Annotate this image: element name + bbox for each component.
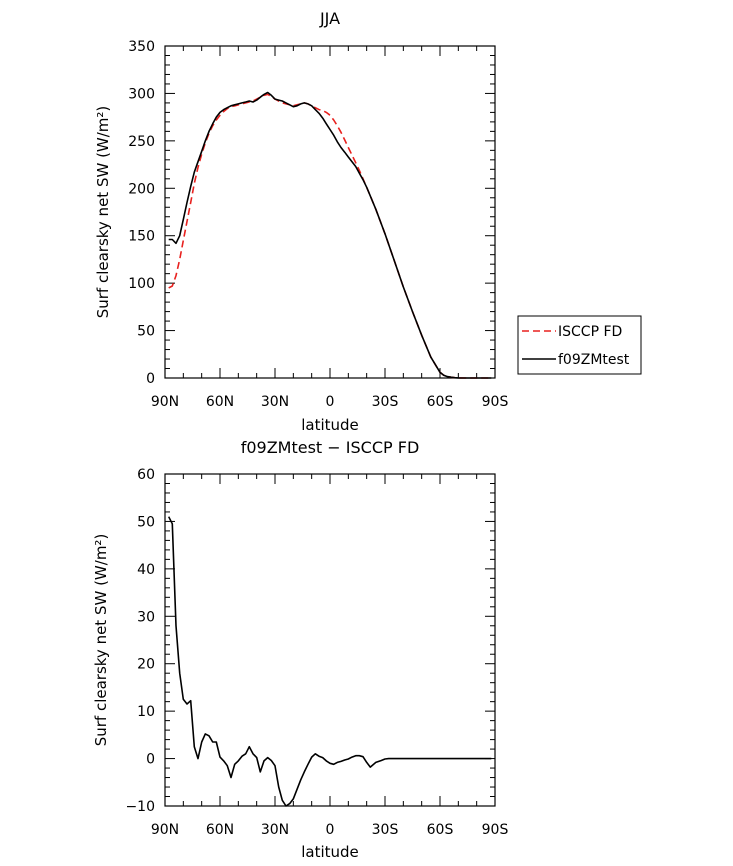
- legend-box: [517, 315, 642, 375]
- y-axis-title: Surf clearsky net SW (W/m²): [94, 106, 112, 319]
- y-tick-label: 100: [128, 276, 155, 292]
- x-tick-label: 60N: [206, 822, 234, 838]
- y-tick-label: 30: [137, 609, 155, 625]
- y-tick-label: 50: [137, 514, 155, 530]
- y-axis-title: Surf clearsky net SW (W/m²): [92, 534, 110, 747]
- y-tick-label: 0: [146, 752, 155, 768]
- x-axis-title: latitude: [301, 416, 359, 434]
- y-tick-label: −10: [125, 799, 155, 815]
- plot-frame: [164, 473, 496, 807]
- y-tick-label: 150: [128, 229, 155, 245]
- x-tick-label: 90S: [482, 394, 509, 410]
- x-tick-label: 90N: [151, 394, 179, 410]
- y-tick-label: 300: [128, 86, 155, 102]
- x-axis-title: latitude: [301, 843, 359, 861]
- y-tick-label: 20: [137, 657, 155, 673]
- x-tick-label: 30S: [372, 822, 399, 838]
- x-tick-label: 0: [326, 822, 335, 838]
- x-tick-label: 90S: [482, 822, 509, 838]
- y-tick-label: 250: [128, 134, 155, 150]
- chart-title: f09ZMtest − ISCCP FD: [241, 438, 420, 457]
- series-line-f09zmtest: [168, 91, 492, 379]
- x-tick-label: 30S: [372, 394, 399, 410]
- legend-label: ISCCP FD: [558, 324, 622, 340]
- x-tick-label: 0: [326, 394, 335, 410]
- y-tick-label: 50: [137, 324, 155, 340]
- y-tick-label: 0: [146, 371, 155, 387]
- panel-1: JJA 0 50 100 150 200 250 300 350 90N 60N 30N 0 30S 60S…: [94, 9, 508, 434]
- legend: ISCCP FD f09ZMtest: [517, 315, 642, 375]
- plot-frame: [164, 45, 496, 379]
- y-tick-label: 40: [137, 562, 155, 578]
- x-tick-label: 60S: [427, 822, 454, 838]
- x-tick-label: 60N: [206, 394, 234, 410]
- y-tick-label: 350: [128, 39, 155, 55]
- legend-label: f09ZMtest: [558, 352, 630, 368]
- chart-title: JJA: [319, 9, 340, 28]
- series-line-isccp-fd: [168, 93, 492, 379]
- y-tick-label: 10: [137, 704, 155, 720]
- y-tick-label: 60: [137, 467, 155, 483]
- panel-2: f09ZMtest − ISCCP FD −10 0 10 20 30 40 50 60 90N 6…: [92, 438, 508, 861]
- x-tick-label: 30N: [261, 822, 289, 838]
- x-tick-label: 90N: [151, 822, 179, 838]
- x-tick-label: 60S: [427, 394, 454, 410]
- x-tick-label: 30N: [261, 394, 289, 410]
- y-tick-label: 200: [128, 181, 155, 197]
- series-line-difference: [167, 516, 492, 807]
